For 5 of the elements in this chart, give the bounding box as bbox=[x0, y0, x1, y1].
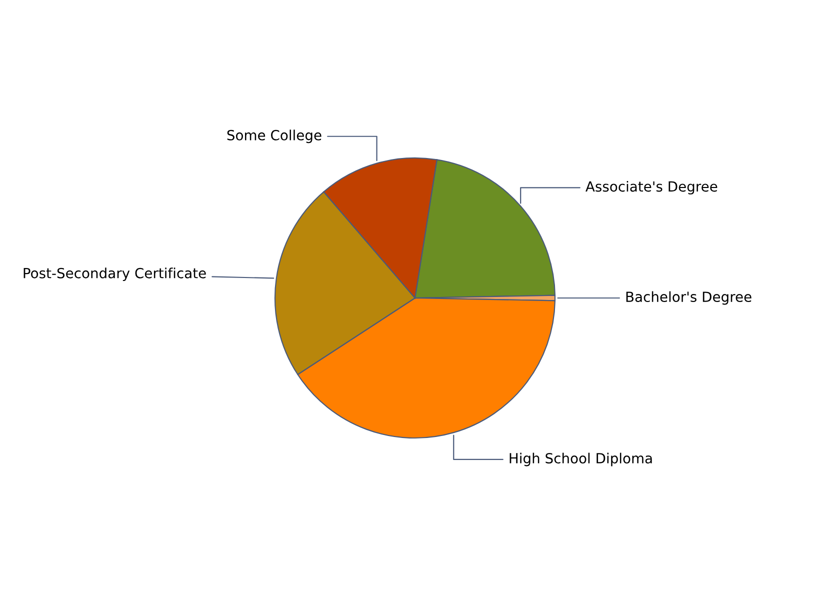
slice-label: High School Diploma bbox=[510, 452, 652, 466]
slice-label: Post-Secondary Certificate bbox=[24, 268, 206, 282]
slice-label: Some College bbox=[227, 130, 322, 144]
slice-label: Associate's Degree bbox=[586, 180, 718, 194]
slice-label: Bachelor's Degree bbox=[626, 291, 752, 305]
